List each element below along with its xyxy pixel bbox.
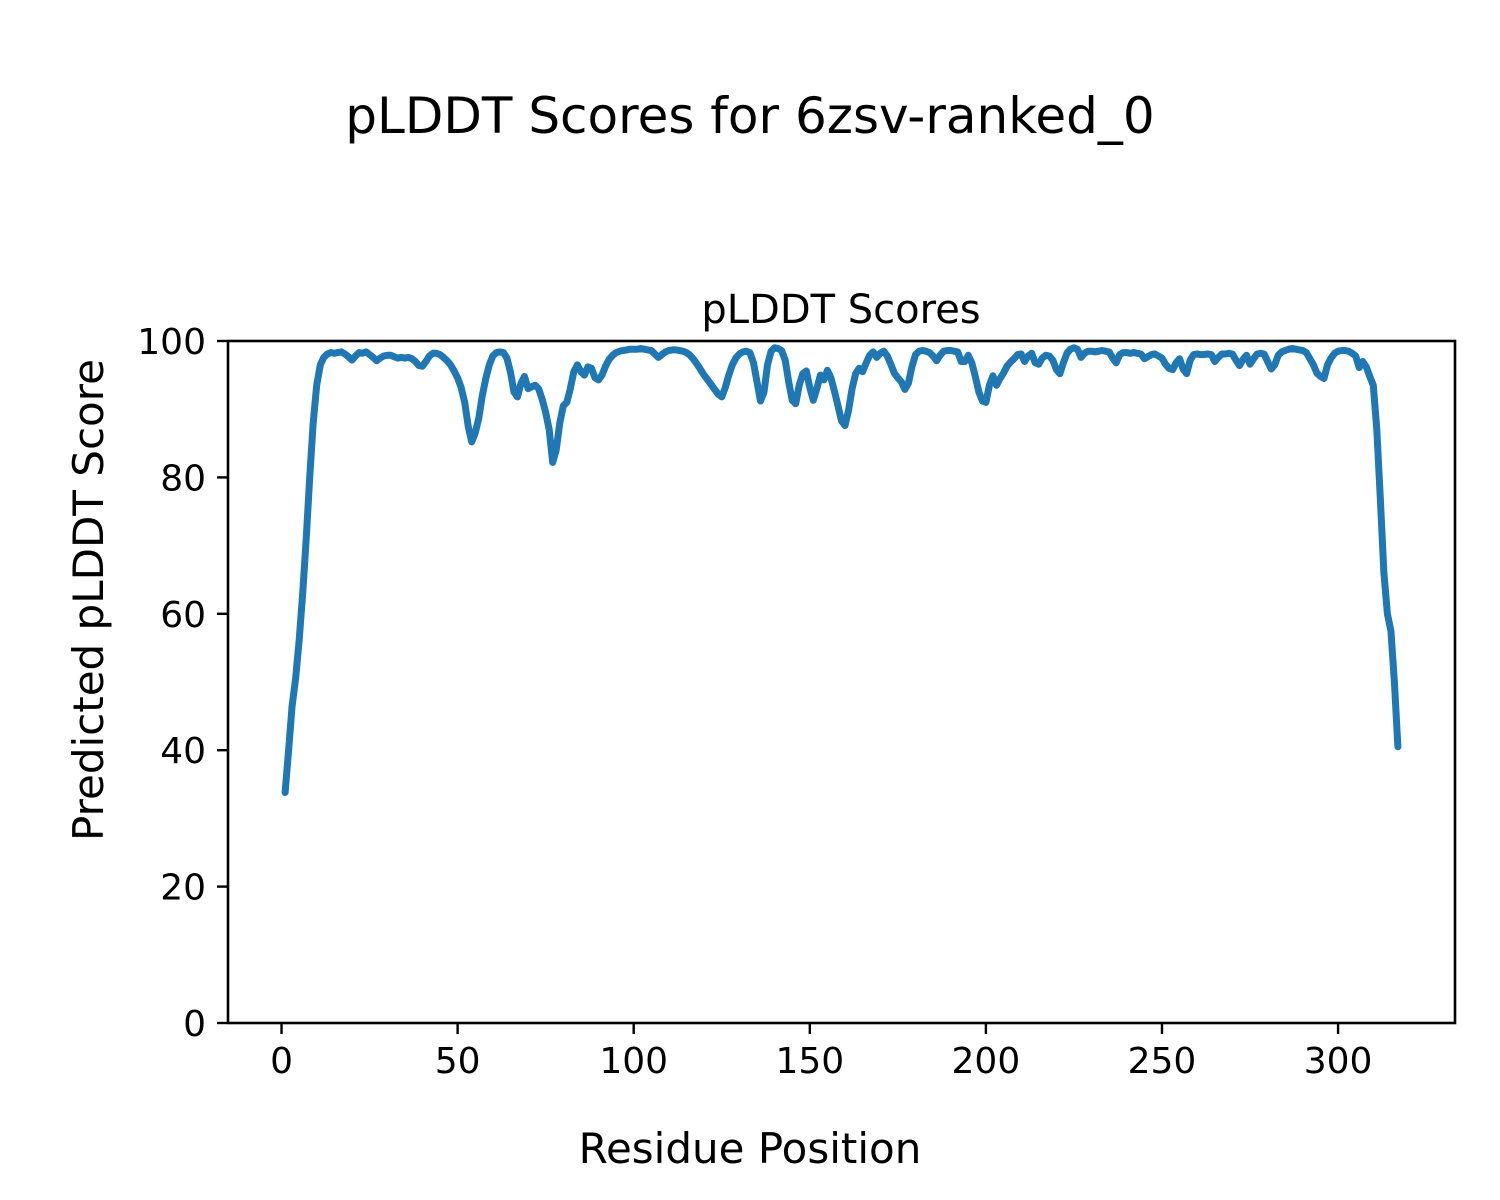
plddt-line — [281, 344, 1402, 796]
x-axis-label: Residue Position — [579, 1124, 922, 1173]
x-tick-label: 150 — [775, 1041, 844, 1082]
line-layer — [281, 344, 1402, 796]
axes-title: pLDDT Scores — [701, 287, 980, 333]
y-tick-label: 60 — [160, 595, 206, 636]
y-tick-label: 100 — [137, 322, 206, 363]
y-tick-label: 80 — [160, 458, 206, 499]
axis-ticks: 0 50 100 150 200 250 300 0 20 40 60 80 100 — [137, 322, 1372, 1082]
plot-area-border — [226, 339, 1457, 1025]
x-tick-label: 50 — [435, 1041, 481, 1082]
x-tick-label: 0 — [270, 1041, 293, 1082]
y-tick-label: 20 — [160, 868, 206, 909]
x-tick-label: 250 — [1128, 1041, 1197, 1082]
y-tick-label: 0 — [183, 1004, 206, 1045]
figure-title: pLDDT Scores for 6zsv-ranked_0 — [345, 87, 1154, 145]
x-tick-label: 200 — [952, 1041, 1021, 1082]
y-axis-label: Predicted pLDDT Score — [64, 359, 113, 841]
x-tick-label: 300 — [1304, 1041, 1373, 1082]
y-tick-label: 40 — [160, 731, 206, 772]
x-tick-label: 100 — [599, 1041, 668, 1082]
